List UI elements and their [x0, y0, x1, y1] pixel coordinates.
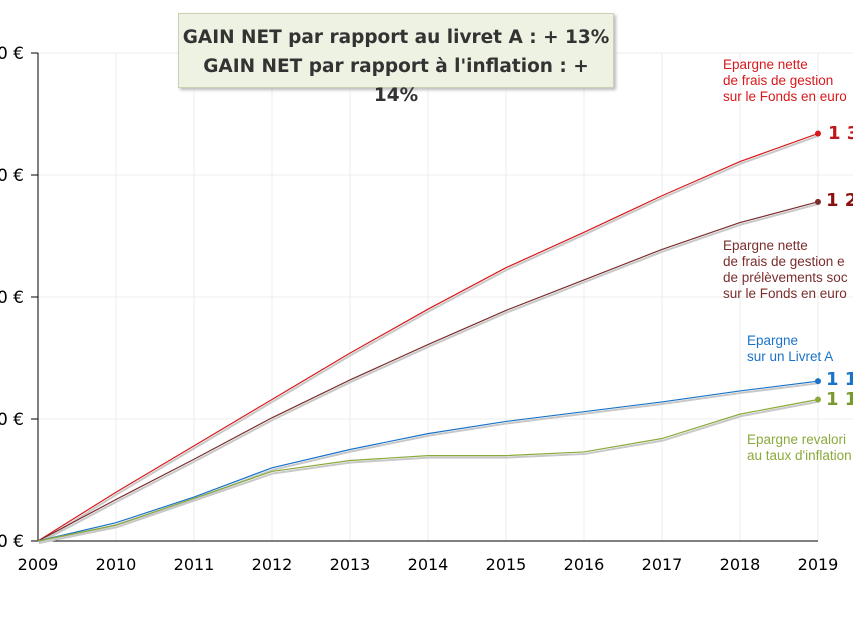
- gain-vs-livret-a: GAIN NET par rapport au livret A : + 13%: [182, 27, 610, 48]
- x-tick-label: 2009: [18, 555, 59, 574]
- end-value-inflation: 1 1: [826, 389, 853, 410]
- legend-line: de frais de gestion e: [723, 254, 845, 269]
- y-tick-label: 0 €: [0, 166, 24, 186]
- legend-line: au taux d'inflation: [747, 448, 852, 463]
- legend-label-fonds-euro: Epargne nette de frais de gestion sur le…: [723, 57, 847, 105]
- data-point: [815, 130, 821, 137]
- series-shadow: [38, 202, 820, 544]
- x-tick-label: 2014: [408, 555, 449, 574]
- x-tick-label: 2012: [252, 555, 293, 574]
- data-point: [815, 378, 821, 385]
- legend-line: sur le Fonds en euro: [723, 89, 847, 104]
- x-tick-label: 2017: [642, 555, 683, 574]
- legend-line: sur un Livret A: [747, 349, 834, 364]
- legend-label-livret-a: Epargne sur un Livret A: [747, 333, 833, 365]
- y-tick-label: 0 €: [0, 410, 24, 430]
- series-shadow: [38, 382, 820, 544]
- series-shadow: [38, 134, 820, 544]
- x-tick-label: 2019: [798, 555, 839, 574]
- legend-label-fonds-euro-net: Epargne nette de frais de gestion e de p…: [723, 238, 848, 302]
- legend-label-inflation: Epargne revalori au taux d'inflation: [747, 432, 852, 464]
- x-tick-label: 2011: [174, 555, 215, 574]
- y-tick-label: 0 €: [0, 288, 24, 308]
- x-tick-label: 2015: [486, 555, 527, 574]
- series-shadow: [38, 400, 820, 544]
- legend-line: Epargne nette: [723, 238, 808, 253]
- legend-line: Epargne revalori: [747, 432, 847, 447]
- end-value-fonds-euro: 1 3: [828, 123, 853, 144]
- gain-vs-inflation: GAIN NET par rapport à l'inflation : + 1…: [203, 56, 589, 106]
- y-tick-label: 0 €: [0, 532, 24, 552]
- legend-line: Epargne: [747, 333, 799, 348]
- gain-banner: GAIN NET par rapport au livret A : + 13%…: [178, 13, 614, 106]
- legend-line: de frais de gestion: [723, 73, 834, 88]
- data-point: [815, 396, 821, 403]
- end-value-livret-a: 1 1: [826, 369, 853, 390]
- x-tick-label: 2013: [330, 555, 371, 574]
- legend-line: Epargne nette: [723, 57, 808, 72]
- legend-line: de prélèvements soc: [723, 270, 848, 285]
- legend-line: sur le Fonds en euro: [723, 286, 847, 301]
- data-point: [815, 198, 821, 205]
- x-tick-label: 2018: [720, 555, 761, 574]
- x-tick-label: 2016: [564, 555, 605, 574]
- x-tick-label: 2010: [96, 555, 137, 574]
- end-value-fonds-euro-net: 1 2: [826, 190, 853, 211]
- y-tick-label: 0 €: [0, 44, 24, 64]
